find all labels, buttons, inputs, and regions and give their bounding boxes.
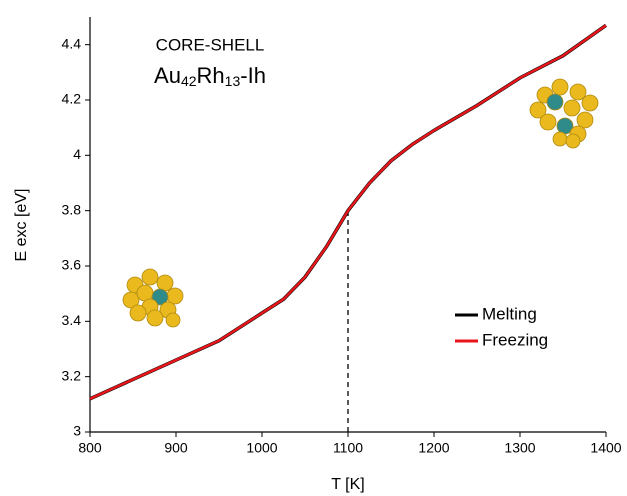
cluster-small bbox=[122, 268, 184, 328]
x-tick-label: 1000 bbox=[246, 440, 277, 456]
x-tick-label: 1100 bbox=[333, 440, 363, 456]
annotation: Au42Rh13-Ih bbox=[154, 63, 266, 89]
y-tick-label: 4.2 bbox=[62, 91, 82, 107]
cluster-large bbox=[529, 78, 599, 149]
x-tick-label: 1300 bbox=[504, 440, 535, 456]
x-tick-label: 900 bbox=[164, 440, 188, 456]
legend-label: Melting bbox=[482, 304, 537, 323]
y-tick-label: 3 bbox=[73, 423, 81, 439]
x-tick-label: 1400 bbox=[590, 440, 621, 456]
y-tick-label: 3.2 bbox=[62, 367, 82, 383]
y-tick-label: 3.4 bbox=[62, 312, 82, 328]
legend-label: Freezing bbox=[482, 330, 548, 349]
y-tick-label: 4.4 bbox=[62, 35, 82, 51]
x-axis-title: T [K] bbox=[331, 476, 365, 493]
x-tick-label: 1200 bbox=[418, 440, 449, 456]
y-tick-label: 4 bbox=[73, 146, 81, 162]
y-tick-label: 3.6 bbox=[62, 257, 82, 273]
x-tick-label: 800 bbox=[78, 440, 102, 456]
y-tick-label: 3.8 bbox=[62, 201, 82, 217]
y-axis-title: E exc [eV] bbox=[13, 189, 30, 262]
annotation: CORE-SHELL bbox=[156, 35, 265, 54]
series-line bbox=[89, 24, 607, 400]
